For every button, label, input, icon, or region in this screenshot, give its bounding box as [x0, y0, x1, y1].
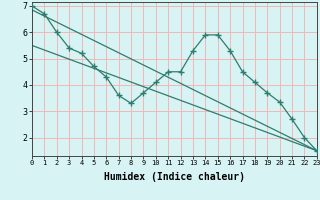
X-axis label: Humidex (Indice chaleur): Humidex (Indice chaleur)	[104, 172, 245, 182]
